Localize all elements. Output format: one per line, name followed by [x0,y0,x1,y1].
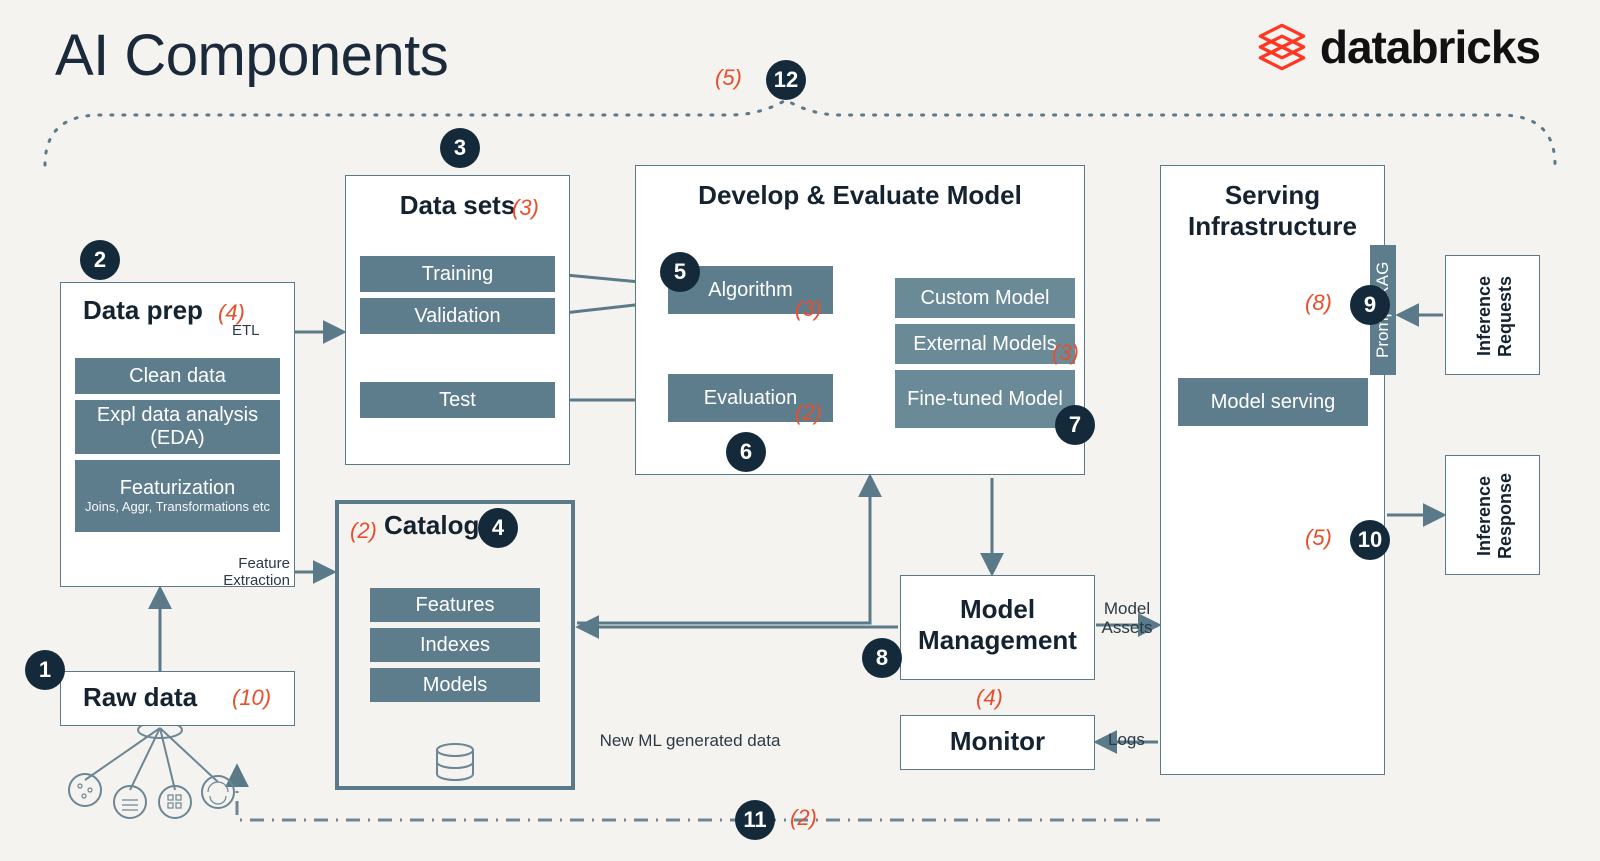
chip-fine-tuned-model: Fine-tuned Model [895,370,1075,428]
chip-models: Models [370,668,540,702]
chip-clean-data: Clean data [75,358,280,394]
node-monitor: Monitor [900,715,1095,770]
featurization-label: Featurization [120,477,236,500]
label-model-assets: Model Assets [1096,600,1158,637]
chip-features: Features [370,588,540,622]
badge-5: 5 [660,252,700,292]
badge-2: 2 [80,240,120,280]
inference-response-label: Inference Response [1474,466,1516,566]
anno-raw-data: (10) [232,685,271,711]
badge-12: 12 [766,60,806,100]
badge-1: 1 [25,650,65,690]
badge-4: 4 [478,508,518,548]
anno-algorithm: (3) [795,296,822,322]
chip-training: Training [360,256,555,292]
dev-eval-label: Develop & Evaluate Model [636,166,1084,211]
anno-bottom11: (2) [790,805,817,831]
anno-external: (3) [1052,340,1079,366]
model-mgmt-label: Model Management [901,576,1094,656]
chip-eda: Expl data analysis (EDA) [75,400,280,454]
brand-logo: databricks [1256,20,1540,74]
featurization-sub: Joins, Aggr, Transformations etc [85,500,270,515]
label-new-ml: New ML generated data [590,730,790,751]
chip-model-serving: Model serving [1178,378,1368,426]
badge-3: 3 [440,128,480,168]
raw-sources-icon [69,722,234,818]
monitor-label: Monitor [901,716,1094,757]
badge-7: 7 [1055,405,1095,445]
node-serving: Serving Infrastructure [1160,165,1385,775]
anno-prompt: (8) [1305,290,1332,316]
catalog-label: Catalog [384,510,479,541]
anno-model-mgmt: (4) [976,685,1003,711]
node-model-mgmt: Model Management [900,575,1095,680]
serving-label: Serving Infrastructure [1161,166,1384,242]
databricks-icon [1256,21,1308,73]
edge-catalog-to-deveval [577,478,870,623]
brand-wordmark: databricks [1320,20,1540,74]
anno-catalog: (2) [350,518,377,544]
chip-featurization: Featurization Joins, Aggr, Transformatio… [75,460,280,532]
chip-custom-model: Custom Model [895,278,1075,318]
node-dev-eval: Develop & Evaluate Model [635,165,1085,475]
anno-data-sets: (3) [512,195,539,221]
badge-9: 9 [1350,285,1390,325]
feature-extraction-label: Feature Extraction [190,555,290,589]
chip-indexes: Indexes [370,628,540,662]
badge-11: 11 [735,800,775,840]
badge-8: 8 [862,638,902,678]
inference-requests-label: Inference Requests [1474,266,1516,366]
anno-inf-res: (5) [1305,525,1332,551]
chip-validation: Validation [360,298,555,334]
badge-6: 6 [726,432,766,472]
edge-top-dotted [45,100,1555,165]
chip-test: Test [360,382,555,418]
raw-data-label: Raw data [83,682,197,712]
anno-top12: (5) [715,65,742,91]
anno-data-prep: (4) [218,300,245,326]
label-logs: Logs [1108,730,1145,750]
badge-10: 10 [1350,520,1390,560]
chip-external-models: External Models [895,324,1075,364]
anno-evaluation: (2) [795,400,822,426]
data-sets-label: Data sets [400,190,516,220]
page-title: AI Components [55,22,448,89]
data-prep-label: Data prep [83,295,203,325]
